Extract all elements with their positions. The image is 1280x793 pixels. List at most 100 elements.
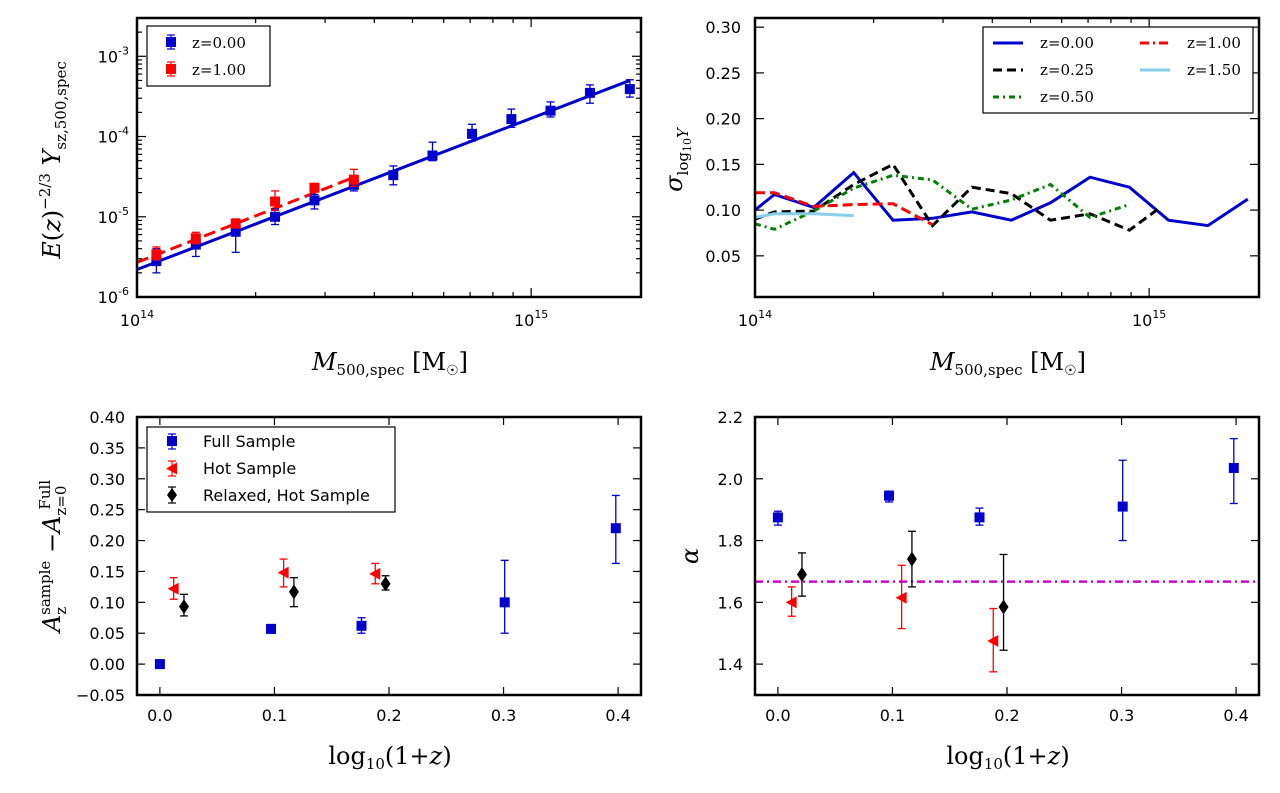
data-point [356, 620, 367, 631]
data-point [154, 659, 165, 670]
data-point [388, 170, 399, 181]
panel-scatter-sigma: 1014 1015 0.05 0.10 0.15 0.20 0.25 0.30 σlog10Y… [660, 16, 1261, 379]
fit-line-z=1.00 [136, 175, 355, 264]
x-tick-label: 0.3 [491, 706, 516, 725]
data-point [167, 582, 179, 595]
panel-1-legend: z=0.00 z=1.00 [146, 25, 271, 87]
data-point [309, 182, 320, 193]
x-tick-label: 1014 [738, 308, 772, 330]
y-tick-label: 2.2 [718, 408, 743, 427]
legend-label-z000: z=0.00 [192, 34, 246, 52]
y-tick-label: 10-5 [98, 205, 129, 227]
y-tick-label: 0.30 [705, 18, 741, 37]
data-point [545, 105, 556, 116]
data-point [427, 150, 438, 161]
panel-2-ylabel: σlog10Y [660, 126, 694, 192]
series-line-z=1.50 [754, 212, 854, 219]
legend-box [982, 26, 1254, 114]
data-point [467, 128, 478, 139]
legend-label-relaxed-hot-sample: Relaxed, Hot Sample [203, 486, 370, 505]
x-tick-label: 1015 [514, 308, 548, 330]
legend-box [146, 426, 396, 513]
legend-label-hot-sample: Hot Sample [203, 459, 296, 478]
y-tick-label: 10-3 [98, 44, 129, 66]
data-point [610, 523, 621, 534]
panel-4-ylabel: α [676, 548, 704, 564]
data-point [190, 239, 201, 250]
series-line-z=0.25 [754, 162, 1160, 232]
x-tick-label: 0.3 [1109, 706, 1134, 725]
legend-label-full-sample: Full Sample [203, 432, 295, 451]
data-point [1117, 501, 1128, 512]
x-tick-label: 0.1 [880, 706, 905, 725]
data-point [288, 584, 299, 600]
x-tick-label: 1015 [1132, 308, 1166, 330]
y-tick-label: 0.05 [89, 624, 125, 643]
data-point [266, 623, 277, 634]
y-tick-label: 10-4 [98, 125, 129, 147]
y-tick-label: 10-6 [98, 285, 129, 307]
data-point [974, 512, 985, 523]
panel-3-ylabel: Azsample −Az=0Full [36, 480, 70, 634]
y-tick-label: 0.10 [705, 201, 741, 220]
data-point [230, 218, 241, 229]
panel-4-frame [753, 415, 1261, 697]
legend-label-z050: z=0.50 [1040, 88, 1094, 106]
y-tick-label: 0.20 [705, 110, 741, 129]
x-tick-label: 0.2 [376, 706, 401, 725]
x-tick-label: 0.1 [262, 706, 287, 725]
data-point [785, 596, 797, 609]
data-point [178, 599, 189, 615]
data-point [190, 233, 201, 244]
x-tick-label: 0.4 [605, 706, 630, 725]
y-tick-label: −0.05 [76, 686, 125, 705]
y-tick-label: 1.4 [718, 655, 743, 674]
y-tick-label: 2.0 [718, 470, 743, 489]
y-tick-label: 0.00 [89, 655, 125, 674]
fit-line-z=0.00 [136, 79, 631, 271]
data-point [584, 87, 595, 98]
data-point [151, 256, 162, 267]
data-point [772, 512, 783, 523]
y-tick-label: 0.25 [705, 64, 741, 83]
y-tick-label: 0.20 [89, 532, 125, 551]
legend-label-z100: z=1.00 [1187, 34, 1241, 52]
legend-label-z025: z=0.25 [1040, 61, 1094, 79]
series-line-z=1.00 [755, 191, 934, 227]
y-tick-label: 1.8 [718, 532, 743, 551]
data-point [151, 249, 162, 260]
data-point [380, 576, 391, 592]
y-tick-label: 0.25 [89, 501, 125, 520]
y-tick-label: 0.15 [89, 562, 125, 581]
y-tick-label: 0.05 [705, 247, 741, 266]
data-point [348, 174, 359, 185]
y-tick-label: 0.15 [705, 155, 741, 174]
legend-marker-relaxed-hot-sample [167, 486, 177, 504]
panel-normalization-offset: 0.0 0.1 0.2 0.3 0.4 −0.05 0.00 0.05 0.10 0.15 0.20… [36, 408, 643, 773]
legend-label-z100: z=1.00 [192, 61, 246, 79]
panel-mass-y-relation: 1014 1015 10-6 10-5 10-4 10-3 E(z)−2/3 Ysz,50… [36, 16, 643, 379]
panel-2-frame [753, 16, 1261, 299]
data-point [884, 490, 895, 501]
legend-marker-full-sample [167, 433, 177, 450]
panel-3-legend: Full Sample Hot Sample Relaxed, Hot Samp… [146, 426, 396, 513]
panel-slope-alpha: 0.0 0.1 0.2 0.3 0.4 1.4 1.6 1.8 2.0 2.2 α log10(1… [676, 408, 1261, 773]
panel-2-xlabel: M500,spec [M☉] [929, 348, 1086, 379]
data-point [369, 567, 381, 580]
y-tick-label: 1.6 [718, 593, 743, 612]
y-tick-label: 0.10 [89, 593, 125, 612]
data-point [499, 597, 510, 608]
data-point [270, 196, 281, 207]
data-point [277, 566, 289, 579]
panel-2-legend: z=0.00 z=1.00 z=0.25 z=1.50 z=0.50 [982, 26, 1254, 114]
x-tick-label: 1014 [120, 308, 154, 330]
legend-label-z150: z=1.50 [1187, 61, 1241, 79]
data-point [998, 599, 1009, 615]
data-point [506, 114, 517, 125]
data-point [1228, 462, 1239, 473]
panel-1-xlabel: M500,spec [M☉] [311, 348, 468, 379]
x-tick-label: 0.4 [1223, 706, 1248, 725]
x-tick-label: 0.2 [994, 706, 1019, 725]
legend-label-z000: z=0.00 [1040, 34, 1094, 52]
